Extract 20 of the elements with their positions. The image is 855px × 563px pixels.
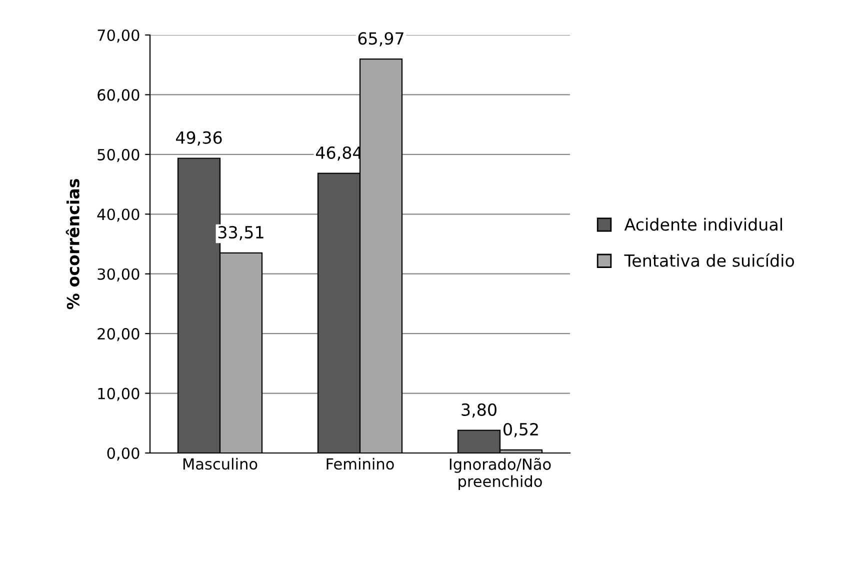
data-label: 33,51 xyxy=(218,226,264,240)
legend-label: Acidente individual xyxy=(624,218,782,231)
y-tick-label: 70,00 xyxy=(98,29,140,43)
data-label: 65,97 xyxy=(358,32,404,46)
y-tick-label: 0,00 xyxy=(107,447,140,461)
x-tick-label: Masculino xyxy=(183,458,258,470)
data-label: 49,36 xyxy=(176,131,222,146)
data-label: 0,52 xyxy=(504,422,538,438)
y-axis-title: % ocorrências xyxy=(66,178,80,310)
data-label: 3,80 xyxy=(462,403,496,418)
y-tick-label: 60,00 xyxy=(98,89,140,102)
y-tick-label: 20,00 xyxy=(98,328,140,342)
x-tick-label: Ignorado/Não preenchido xyxy=(450,458,551,490)
data-label: 46,84 xyxy=(316,146,362,161)
x-tick-label: Feminino xyxy=(326,458,394,470)
y-tick-label: 50,00 xyxy=(98,148,140,162)
y-tick-label: 40,00 xyxy=(97,208,140,222)
y-tick-label: 10,00 xyxy=(98,388,140,401)
legend-label: Tentativa de suicídio xyxy=(624,253,794,267)
y-tick-label: 30,00 xyxy=(98,268,140,282)
